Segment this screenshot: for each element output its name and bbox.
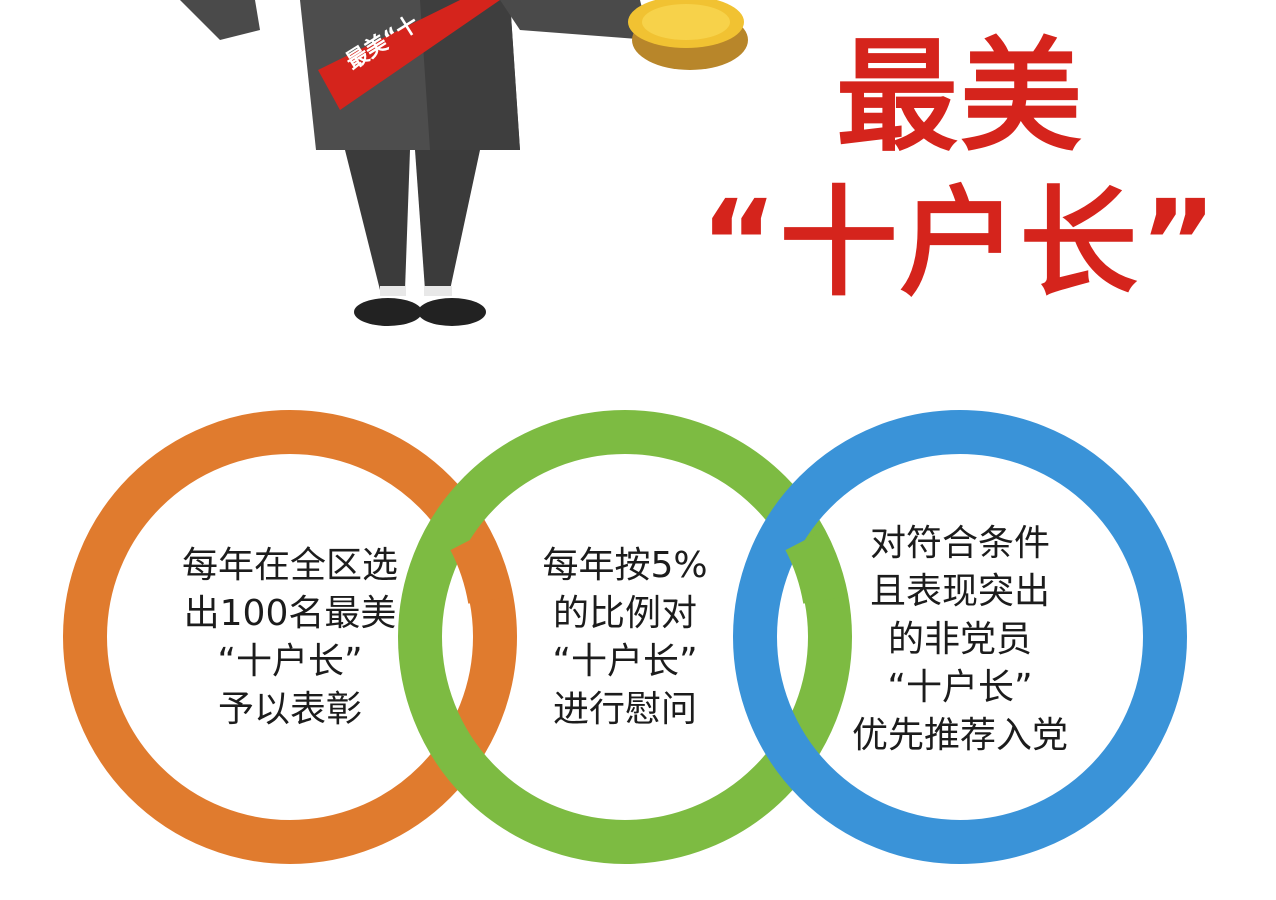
ring-blue-line: 且表现突出: [869, 571, 1050, 612]
ring-orange-line: 每年在全区选: [181, 545, 398, 586]
ring-blue-line: 的非党员: [887, 619, 1032, 660]
ring-green-line: 的比例对: [552, 593, 697, 634]
page-title-line2: “十户长”: [700, 174, 1220, 312]
ring-orange-overlap: [450, 529, 512, 605]
ring-green-line: “十户长”: [552, 641, 698, 682]
figure-shoe-left: [354, 298, 422, 326]
ring-green-overlap: [785, 529, 847, 605]
ring-green-text: 每年按5% 的比例对 “十户长” 进行慰问: [475, 542, 775, 734]
ring-blue-line: 优先推荐入党: [851, 715, 1068, 756]
figure-right-leg: [415, 150, 480, 290]
figure-sock-left: [380, 286, 406, 296]
page-title-line1: 最美: [836, 26, 1084, 168]
ring-green-line: 每年按5%: [542, 545, 708, 586]
ring-orange-line: “十户长”: [217, 641, 363, 682]
ring-blue-text: 对符合条件 且表现突出 的非党员 “十户长” 优先推荐入党: [810, 520, 1110, 760]
ring-blue-line: “十户长”: [887, 667, 1033, 708]
figure-sock-right: [424, 286, 452, 296]
ring-green-line: 进行慰问: [552, 689, 697, 730]
ring-green: [398, 410, 852, 864]
ring-orange-line: 出100名最美: [183, 593, 397, 634]
cartoon-figure-illustration: 最美“十: [180, 0, 748, 326]
ring-orange: [63, 410, 517, 864]
figure-shoe-right: [418, 298, 486, 326]
figure-left-arm: [180, 0, 260, 40]
rings-graphic: [63, 410, 1187, 864]
gold-medal-icon: [628, 0, 748, 70]
ring-orange-line: 予以表彰: [217, 689, 362, 730]
ring-orange-text: 每年在全区选 出100名最美 “十户长” 予以表彰: [140, 542, 440, 734]
ring-blue-line: 对符合条件: [869, 523, 1050, 564]
figure-right-arm: [500, 0, 650, 40]
red-sash: [318, 0, 500, 110]
figure-left-leg: [345, 150, 410, 290]
ring-blue: [733, 410, 1187, 864]
